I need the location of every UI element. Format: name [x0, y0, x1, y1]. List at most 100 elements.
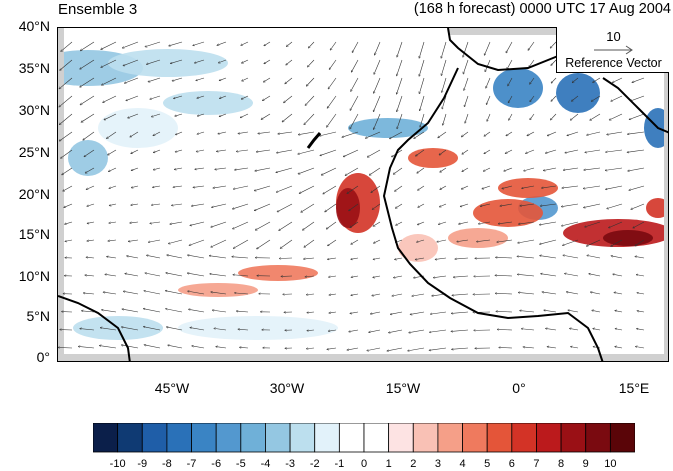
wind-vector-arrow: [527, 131, 535, 136]
wind-vector-arrow: [304, 113, 315, 125]
wind-vector-arrow: [85, 275, 95, 276]
wind-vector-arrow: [235, 293, 249, 295]
wind-vector-arrow: [323, 185, 337, 194]
wind-vector-arrow: [592, 310, 601, 313]
x-tick-label: 45°W: [154, 380, 190, 396]
wind-vector-arrow: [530, 95, 535, 102]
y-tick-label: 40°N: [18, 18, 50, 34]
wind-vector-arrow: [540, 256, 557, 259]
wind-vector-arrow: [101, 41, 117, 49]
wind-vector-arrow: [216, 149, 227, 151]
colorbar-tick-label: -9: [137, 458, 148, 470]
missing-data-mask-left: [58, 28, 64, 361]
colorbar-tick-label: 4: [459, 458, 466, 470]
wind-vector-arrow: [562, 221, 579, 226]
wind-vector-arrow: [145, 41, 161, 47]
wind-vector-arrow: [487, 113, 491, 121]
wind-vector-arrow: [614, 292, 623, 295]
shaded-anomaly-blob: [178, 316, 338, 340]
wind-vector-arrow: [308, 41, 315, 48]
wind-vector-arrow: [551, 77, 557, 83]
wind-vector-arrow: [143, 327, 161, 331]
wind-vector-arrow: [150, 95, 161, 99]
wind-vector-arrow: [414, 131, 425, 138]
wind-vector-arrow: [350, 221, 359, 228]
x-tick-label: 15°E: [618, 380, 650, 396]
y-tick-label: 20°N: [18, 186, 50, 202]
wind-vector-arrow: [544, 310, 557, 313]
wind-vector-arrow: [131, 185, 139, 188]
wind-vector-arrow: [495, 275, 513, 276]
wind-vector-arrow: [192, 346, 205, 349]
wind-vector-arrow: [188, 255, 205, 259]
wind-vector-arrow: [148, 239, 161, 242]
wind-vector-arrow: [218, 59, 227, 63]
colorbar-tick-label: -8: [162, 458, 172, 470]
shaded-anomaly-field: [58, 49, 668, 340]
wind-vector-arrow: [151, 113, 161, 117]
wind-vector-arrow: [412, 293, 425, 296]
shaded-anomaly-blob: [603, 230, 653, 246]
wind-vector-arrow: [565, 149, 579, 153]
wind-vector-arrow: [258, 131, 271, 134]
wind-vector-arrow: [87, 240, 95, 241]
shaded-anomaly-blob: [163, 91, 253, 115]
wind-vector-arrow: [499, 347, 513, 348]
wind-vector-arrow: [352, 41, 359, 53]
wind-vector-arrow: [630, 95, 645, 101]
wind-vector-arrow: [109, 222, 117, 223]
wind-vector-arrow: [61, 149, 73, 158]
wind-vector-arrow: [101, 77, 117, 85]
wind-vector-arrow: [563, 255, 579, 259]
wind-vector-arrow: [443, 113, 447, 125]
wind-vector-arrow: [461, 185, 469, 189]
map-plot-area[interactable]: [57, 27, 669, 362]
wind-vector-arrow: [327, 257, 337, 259]
wind-vector-arrow: [350, 95, 359, 110]
wind-vector-arrow: [433, 275, 447, 278]
wind-vector-arrow: [387, 347, 403, 351]
shaded-anomaly-blob: [348, 118, 428, 138]
wind-vector-arrow: [131, 204, 139, 205]
wind-vector-arrow: [59, 113, 73, 125]
wind-vector-arrow: [86, 257, 95, 258]
wind-vector-arrow: [219, 113, 227, 117]
colorbar-swatch: [437, 423, 463, 453]
wind-vector-arrow: [148, 77, 161, 82]
wind-vector-arrow: [263, 77, 271, 82]
wind-vector-arrow: [565, 274, 579, 277]
wind-vector-arrow: [233, 239, 249, 248]
wind-vector-arrow: [571, 95, 579, 101]
wind-vector-arrow: [567, 131, 579, 136]
colorbar-swatch: [511, 423, 537, 453]
wind-vector-arrow: [373, 95, 381, 112]
wind-vector-arrow: [441, 41, 447, 58]
wind-vector-arrow: [236, 311, 249, 312]
wind-vector-arrow: [211, 239, 227, 247]
wind-vector-arrow: [197, 131, 205, 134]
wind-vector-arrow: [299, 185, 315, 193]
wind-vector-arrow: [108, 149, 117, 155]
wind-vector-arrow: [517, 256, 535, 259]
wind-vector-arrow: [306, 294, 315, 295]
wind-vector-arrow: [453, 275, 469, 277]
wind-vector-arrow: [153, 185, 161, 187]
wind-vector-arrow: [590, 113, 601, 120]
wind-vector-arrow: [235, 167, 249, 170]
wind-vector-arrow: [219, 95, 227, 98]
wind-vector-arrow: [103, 292, 117, 295]
wind-vector-arrow: [367, 149, 381, 157]
wind-vector-arrow: [477, 239, 491, 242]
wind-vector-arrow: [188, 291, 205, 295]
wind-vector-arrow: [463, 59, 469, 74]
wind-vector-arrow: [439, 149, 447, 155]
colorbar-swatch: [363, 423, 390, 453]
wind-vector-arrow: [627, 149, 645, 152]
wind-vector-arrow: [108, 167, 117, 172]
wind-vector-arrow: [417, 167, 425, 173]
wind-vector-arrow: [123, 291, 139, 295]
wind-vector-arrow: [277, 203, 293, 212]
wind-vector-arrow: [611, 256, 623, 259]
wind-vector-arrow: [551, 59, 557, 65]
wind-vector-arrow: [196, 149, 205, 152]
